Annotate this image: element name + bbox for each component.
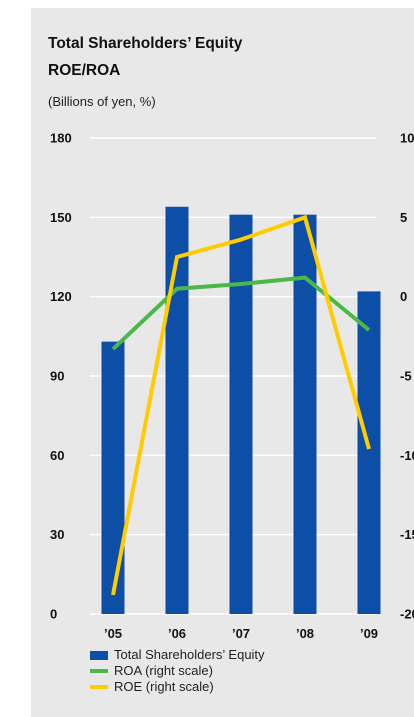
left-tick-label: 180 [50,131,72,146]
legend-swatch-roa [90,669,108,673]
right-tick-label: -15 [400,527,414,542]
right-tick-label: 10 [400,131,414,146]
chart-title: Total Shareholders’ Equity [48,35,243,52]
left-tick-label: 120 [50,289,72,304]
left-tick-label: 30 [50,527,64,542]
legend-swatch-equity [90,651,108,660]
x-tick-label: ’05 [104,626,122,641]
right-tick-label: 0 [400,289,407,304]
chart-subtitle: ROE/ROA [48,62,121,79]
left-tick-label: 150 [50,210,72,225]
left-tick-label: 60 [50,448,64,463]
left-tick-label: 90 [50,369,64,384]
x-tick-label: ’08 [296,626,314,641]
bar-equity [165,206,189,614]
bar-equity [229,214,253,614]
x-tick-label: ’09 [360,626,378,641]
line-roe [111,214,371,596]
bar-equity [357,291,381,614]
chart-units: (Billions of yen, %) [48,94,156,109]
left-tick-label: 0 [50,607,57,622]
right-tick-label: -10 [400,448,414,463]
legend-swatch-roe [90,685,108,689]
x-tick-label: ’07 [232,626,250,641]
bar-equity [101,341,125,614]
right-tick-label: 5 [400,210,407,225]
legend-label-roa: ROA (right scale) [114,663,213,678]
right-tick-label: -5 [400,369,412,384]
legend-label-roe: ROE (right scale) [114,679,214,694]
right-tick-label: -20 [400,607,414,622]
legend-label-equity: Total Shareholders’ Equity [114,647,265,662]
x-tick-label: ’06 [168,626,186,641]
bar-equity [293,214,317,614]
chart-panel [31,8,414,717]
